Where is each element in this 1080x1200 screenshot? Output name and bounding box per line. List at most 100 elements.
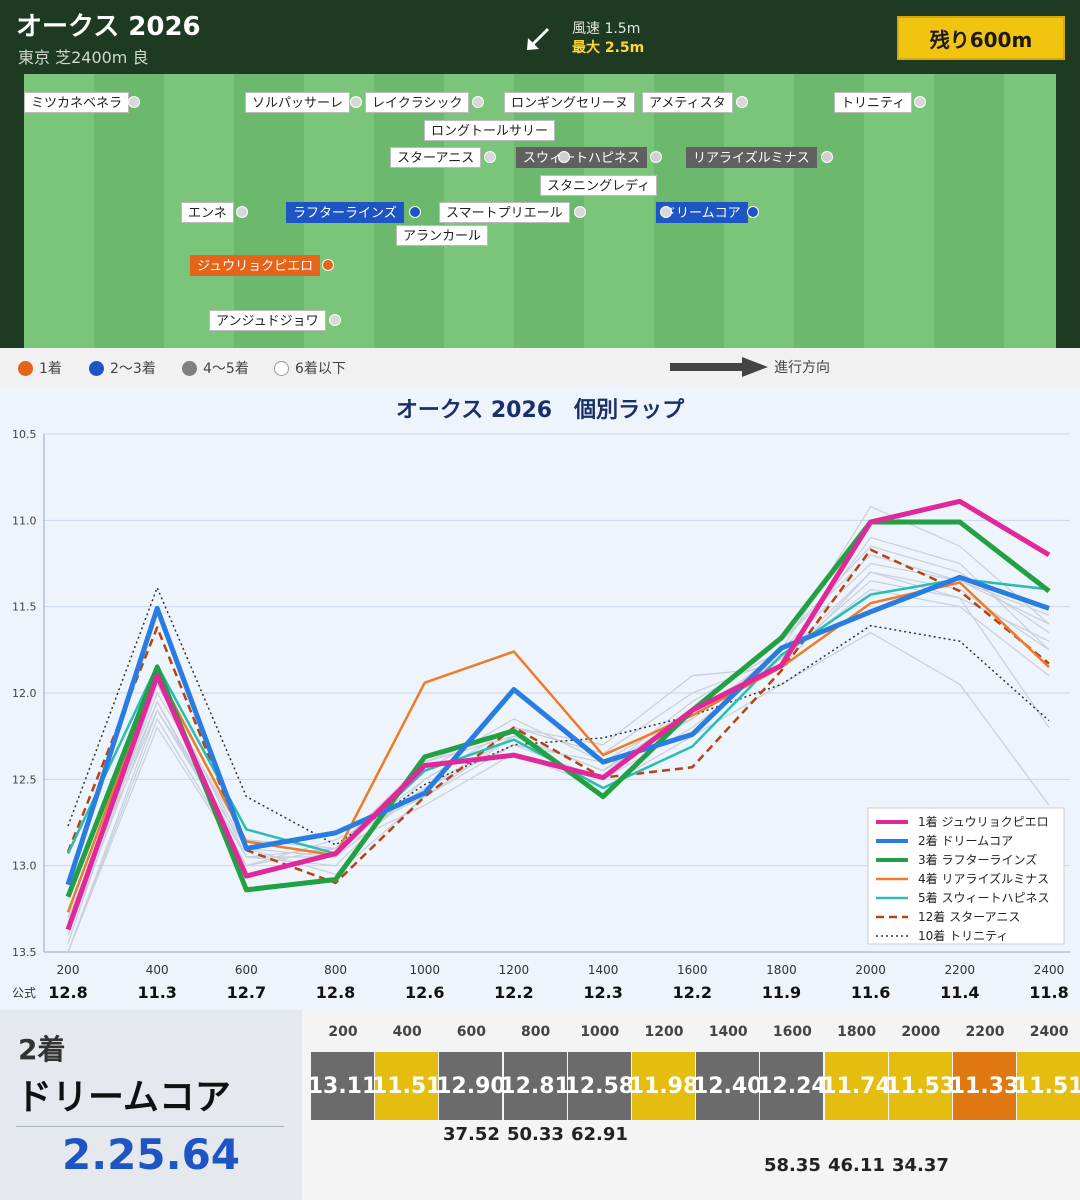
official-lap-value: 12.3 (583, 983, 622, 1002)
legend-entry: 2着 ドリームコア (918, 833, 1013, 848)
lap-column-header: 2200 (965, 1024, 1005, 1040)
x-tick-label: 2000 (855, 963, 886, 977)
lap-cell: 12.24 (757, 1052, 827, 1120)
direction-label: 進行方向 (774, 360, 830, 376)
horse-marker[interactable] (350, 96, 362, 108)
x-tick-label: 1000 (409, 963, 440, 977)
horse-label[interactable]: スマートプリエール (439, 202, 570, 223)
legend-entry: 12着 スターアニス (918, 909, 1020, 924)
horse-label[interactable]: トリニティ (834, 92, 913, 113)
cumulative-time-late: 46.11 (828, 1155, 885, 1176)
y-tick-label: 10.5 (12, 428, 37, 441)
lap-column-header: 1600 (772, 1024, 812, 1040)
horse-marker[interactable] (128, 96, 140, 108)
x-tick-label: 1400 (588, 963, 619, 977)
legend-label: 1着 (39, 361, 62, 377)
series-line (65, 498, 1051, 931)
official-label: 公式 (12, 986, 36, 1000)
horse-label[interactable]: スウィートハピネス (516, 147, 648, 168)
x-tick-label: 1800 (766, 963, 797, 977)
horse-label[interactable]: ドリームコア (656, 202, 748, 223)
horse-label[interactable]: ソルパッサーレ (245, 92, 351, 113)
remaining-distance-badge: 残り600m (897, 16, 1065, 60)
y-tick-label: 11.5 (12, 601, 37, 614)
horse-marker[interactable] (574, 206, 586, 218)
horse-label[interactable]: ラフターラインズ (286, 202, 404, 223)
fourth-fifth-dot-icon (182, 360, 197, 376)
horse-label[interactable]: エンネ (181, 202, 234, 223)
divider (16, 1126, 284, 1127)
horse-marker[interactable] (914, 96, 926, 108)
horse-label[interactable]: スターアニス (390, 147, 482, 168)
horse-marker[interactable] (558, 151, 570, 163)
official-lap-value: 12.8 (316, 983, 355, 1002)
horse-label[interactable]: リアライズルミナス (686, 147, 817, 168)
x-tick-label: 1600 (677, 963, 708, 977)
lap-column-header: 800 (520, 1024, 551, 1040)
race-subtitle: 東京 芝2400m 良 (18, 48, 149, 67)
official-lap-value: 12.2 (494, 983, 533, 1002)
horse-marker[interactable] (236, 206, 248, 218)
horse-label[interactable]: アメティスタ (642, 92, 733, 113)
horse-marker[interactable] (736, 96, 748, 108)
position-legend: 1着 2〜3着 4〜5着 6着以下 進行方向 (0, 348, 1080, 386)
lap-cell: 11.98 (629, 1052, 698, 1120)
legend-label: 4〜5着 (203, 361, 249, 377)
y-tick-label: 13.5 (12, 946, 37, 959)
cumulative-time-early: 50.33 (507, 1124, 564, 1145)
turf-field: ミツカネベネラ ソルパッサーレ レイクラシック ロンギングセリーヌ アメティスタ… (24, 74, 1056, 348)
official-lap-value: 11.9 (762, 983, 801, 1002)
horse-marker[interactable] (821, 151, 833, 163)
horse-label[interactable]: レイクラシック (365, 92, 470, 113)
horse-summary: 2着 ドリームコア 2.25.64 (0, 1010, 302, 1200)
cumulative-time-late: 58.35 (764, 1155, 821, 1176)
official-lap-value: 11.6 (851, 983, 890, 1002)
horse-marker[interactable] (484, 151, 496, 163)
horse-marker[interactable] (322, 259, 334, 271)
finish-place: 2着 (18, 1033, 66, 1066)
horse-label[interactable]: アランカール (396, 225, 489, 246)
horse-marker[interactable] (660, 206, 672, 218)
legend-label: 2〜3着 (110, 361, 156, 377)
horse-label[interactable]: ジュウリョクピエロ (190, 255, 321, 276)
legend-entry: 4着 リアライズルミナス (918, 871, 1049, 886)
y-tick-label: 12.5 (12, 773, 37, 786)
lap-cell: 13.11 (308, 1052, 377, 1120)
race-title: オークス 2026 (16, 12, 201, 42)
horse-marker[interactable] (409, 206, 421, 218)
lap-column-header: 1200 (644, 1024, 684, 1040)
legend-entry: 10着 トリニティ (918, 928, 1008, 943)
official-lap-value: 12.6 (405, 983, 444, 1002)
horse-marker[interactable] (472, 96, 484, 108)
horse-label[interactable]: アンジュドジョワ (209, 310, 326, 331)
horse-label[interactable]: ミツカネベネラ (24, 92, 130, 113)
lap-cell: 11.53 (886, 1052, 955, 1120)
horse-marker[interactable] (747, 206, 759, 218)
lap-cell: 12.40 (693, 1052, 762, 1120)
series-line (67, 586, 1050, 846)
legend-second-third: 2〜3着 (89, 358, 156, 378)
horse-label[interactable]: スタニングレディ (540, 175, 658, 196)
direction-arrow-icon (670, 357, 768, 377)
lap-column-header: 1000 (580, 1024, 620, 1040)
legend-entry: 3着 ラフターラインズ (918, 852, 1037, 867)
series-line (65, 519, 1051, 898)
horse-label[interactable]: ロンギングセリーヌ (504, 92, 636, 113)
x-tick-label: 600 (235, 963, 258, 977)
x-tick-label: 400 (146, 963, 169, 977)
cumulative-time-late: 34.37 (892, 1155, 949, 1176)
lap-column-header: 2400 (1029, 1024, 1069, 1040)
y-tick-label: 13.0 (12, 860, 37, 873)
lap-column-header: 1400 (708, 1024, 748, 1040)
horse-label[interactable]: ロングトールサリー (424, 120, 556, 141)
x-tick-label: 200 (57, 963, 80, 977)
sixth-below-dot-icon (274, 360, 289, 376)
lap-column-header: 600 (456, 1024, 486, 1040)
lap-cell: 12.81 (500, 1052, 570, 1120)
horse-marker[interactable] (650, 151, 662, 163)
horse-marker[interactable] (329, 314, 341, 326)
legend-entry: 5着 スウィートハピネス (918, 890, 1049, 905)
wind-max: 最大 2.5m (572, 40, 645, 56)
lap-cell: 11.74 (821, 1052, 891, 1120)
wind-direction-icon (527, 27, 550, 50)
